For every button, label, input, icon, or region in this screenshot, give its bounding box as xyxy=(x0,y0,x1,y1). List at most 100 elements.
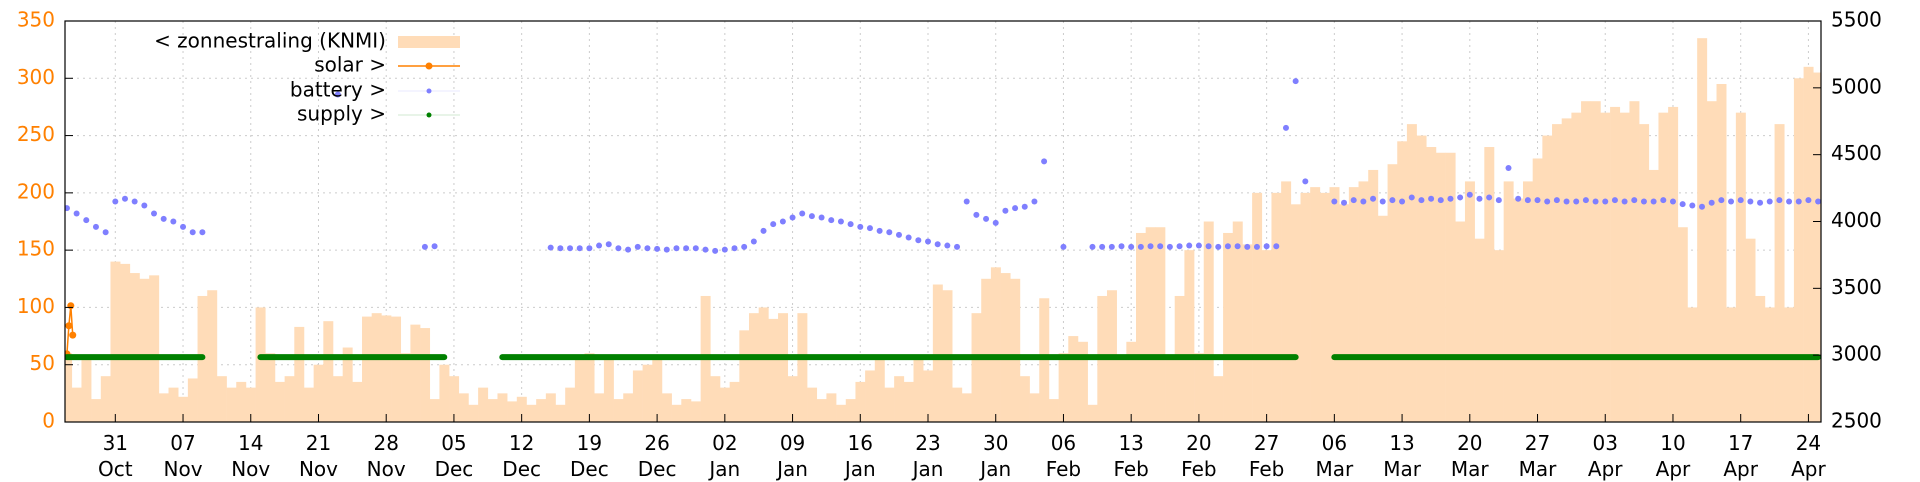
battery-point xyxy=(576,245,583,252)
battery-point xyxy=(1776,197,1783,204)
battery-point xyxy=(121,195,128,202)
y2-tick-label: 4000 xyxy=(1831,208,1882,232)
x-tick-label: 07 Nov xyxy=(163,431,203,481)
bar xyxy=(1455,221,1466,422)
battery-point xyxy=(1282,124,1289,131)
bar xyxy=(836,404,847,422)
legend-dot xyxy=(426,112,432,118)
bar xyxy=(1019,376,1030,422)
battery-point xyxy=(1669,198,1676,205)
bar xyxy=(594,393,605,422)
bar xyxy=(1319,192,1330,422)
bar xyxy=(1493,250,1504,422)
battery-point xyxy=(828,217,835,224)
battery-point xyxy=(866,225,873,232)
battery-point xyxy=(1757,199,1764,206)
battery-point xyxy=(1128,243,1135,250)
bar xyxy=(1329,187,1340,422)
legend-dot xyxy=(425,62,433,70)
bar xyxy=(1590,101,1601,422)
bar xyxy=(284,376,295,422)
x-tick-label: 26 Dec xyxy=(637,431,677,481)
bar xyxy=(71,387,82,422)
bar xyxy=(1687,307,1698,422)
bar xyxy=(1745,238,1756,422)
bar xyxy=(158,393,169,422)
legend: < zonnestraling (KNMI)solar >battery >su… xyxy=(154,29,460,126)
battery-point xyxy=(808,213,815,220)
battery-point xyxy=(634,243,641,250)
bar xyxy=(478,387,489,422)
bar xyxy=(990,267,1001,422)
bar xyxy=(1184,250,1195,422)
battery-point xyxy=(925,238,932,245)
battery-point xyxy=(1263,243,1270,250)
solar-line-point xyxy=(65,322,73,330)
bar xyxy=(1145,227,1156,422)
bar xyxy=(120,263,131,422)
bar xyxy=(1532,158,1543,422)
bar xyxy=(719,387,730,422)
bar xyxy=(1010,278,1021,422)
bar xyxy=(1629,101,1640,422)
battery-point xyxy=(654,245,661,252)
battery-point xyxy=(702,246,709,253)
battery-point xyxy=(673,245,680,252)
bar xyxy=(613,399,624,422)
battery-point xyxy=(1457,194,1464,201)
battery-point xyxy=(944,242,951,249)
battery-point xyxy=(983,215,990,222)
battery-point xyxy=(905,234,912,241)
bar xyxy=(139,278,150,422)
bar xyxy=(1784,307,1795,422)
bar xyxy=(1668,106,1679,422)
x-tick-label: 20 Mar xyxy=(1450,431,1489,481)
battery-point xyxy=(886,229,893,236)
battery-point xyxy=(1805,197,1812,204)
y2-tick-label: 4500 xyxy=(1831,141,1882,165)
bar xyxy=(1803,66,1814,422)
bar xyxy=(1503,181,1514,422)
battery-point xyxy=(151,210,158,217)
battery-point xyxy=(954,243,961,250)
x-tick-label: 06 Mar xyxy=(1315,431,1354,481)
bar xyxy=(1474,238,1485,422)
x-tick-label: 28 Nov xyxy=(366,431,406,481)
bar xyxy=(749,313,759,422)
bar xyxy=(952,387,963,422)
bar xyxy=(410,324,421,422)
bar xyxy=(226,387,237,422)
battery-point xyxy=(1108,243,1115,250)
bar xyxy=(923,370,934,422)
bar xyxy=(168,387,179,422)
battery-point xyxy=(1621,198,1628,205)
y-tick-label: 150 xyxy=(17,237,55,261)
battery-point xyxy=(586,245,593,252)
battery-point xyxy=(431,243,438,250)
battery-point xyxy=(625,246,632,253)
bar xyxy=(497,393,508,422)
bar xyxy=(1310,187,1321,422)
bar xyxy=(545,393,556,422)
battery-point xyxy=(1660,197,1667,204)
battery-point xyxy=(750,238,757,245)
bar xyxy=(855,381,866,422)
battery-point xyxy=(567,245,574,252)
battery-point xyxy=(1341,199,1348,206)
battery-point xyxy=(1234,243,1241,250)
bar xyxy=(420,328,431,422)
bar xyxy=(1048,399,1059,422)
battery-point xyxy=(334,91,341,98)
plot-area xyxy=(65,38,1821,422)
bar xyxy=(603,358,614,422)
bar xyxy=(1000,273,1011,422)
bar xyxy=(110,261,121,422)
bar xyxy=(1445,152,1456,422)
battery-point xyxy=(799,210,806,217)
bar xyxy=(1581,101,1592,422)
bar xyxy=(1281,181,1292,422)
battery-point xyxy=(1350,197,1357,204)
bar xyxy=(381,315,392,422)
battery-point xyxy=(1147,243,1154,250)
bar xyxy=(758,307,769,422)
